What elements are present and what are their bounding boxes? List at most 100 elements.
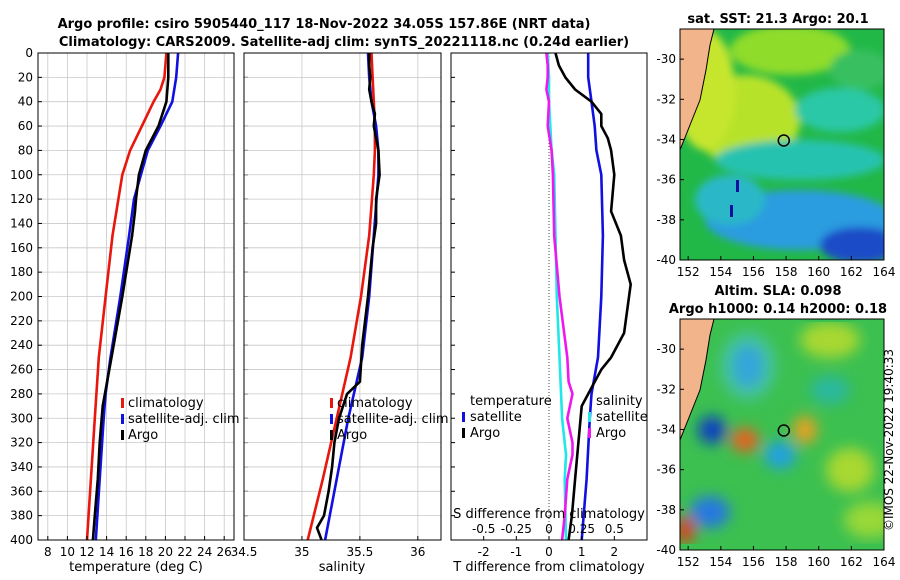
depth-tick-label: 220 [10, 314, 33, 328]
sst-lat-tick-labels: -30 -32 -34 -36 -38 -40 [656, 52, 684, 267]
x-tick-label: 35 [294, 545, 309, 559]
sst-cool-patch [715, 140, 884, 180]
t-argo-line [554, 52, 633, 541]
t-satellite-line [580, 53, 605, 541]
argo-line [315, 53, 381, 541]
sla-high-eddy [680, 516, 695, 544]
s-diff-tick-label: 0.25 [568, 522, 595, 536]
legend-satellite-swatch [330, 414, 333, 424]
sst-mid-patch [830, 50, 884, 90]
depth-tick-label: 160 [10, 241, 33, 255]
legend-salinity-title: salinity [596, 394, 643, 409]
salinity-xlabel: salinity [319, 560, 366, 575]
s-diff-tick-label: 0.5 [605, 522, 624, 536]
s-satellite-line [546, 52, 568, 541]
salinity-panel: 34.5 35 35.5 36 salinity climatology satell… [231, 52, 449, 575]
lon-tick-label: 152 [677, 265, 700, 279]
legend-t-argo-label: Argo [470, 426, 500, 441]
legend-s-satellite-label: satellite [596, 410, 648, 425]
x-tick-label: 20 [158, 545, 173, 559]
sla-map-frame [679, 318, 885, 551]
s-diff-tick-label: -0.5 [472, 522, 495, 536]
imos-watermark: ©IMOS 22-Nov-2022 19:40:33 [882, 349, 896, 531]
depth-tick-label: 360 [10, 484, 33, 498]
s-argo-line [545, 52, 574, 541]
lon-tick-label: 156 [742, 555, 765, 569]
s-diff-tick-label: 0 [545, 522, 553, 536]
lon-tick-label: 164 [873, 265, 896, 279]
x-tick-label: -2 [478, 545, 490, 559]
argo-float-marker [777, 134, 791, 147]
lon-tick-label: 162 [840, 265, 863, 279]
sla-lat-tick-labels: -30 -32 -34 -36 -38 -40 [656, 342, 684, 557]
figure-title-line1: Argo profile: csiro 5905440_117 18-Nov-2… [58, 17, 591, 32]
t-difference-tick-labels: -2 -1 0 1 2 [478, 536, 618, 559]
legend-argo-label: Argo [128, 428, 158, 443]
depth-tick-label: 340 [10, 460, 33, 474]
s-difference-xlabel: S difference from climatology [453, 507, 645, 522]
lat-tick-label: -36 [656, 173, 676, 187]
x-tick-label: 36 [410, 545, 425, 559]
difference-panel: -2 -1 0 1 2 -0.5 -0.25 0 0.25 0.5 S difference f… [450, 52, 648, 575]
x-tick-label: 22 [177, 545, 192, 559]
figure-title-line2: Climatology: CARS2009. Satellite-adj cli… [59, 35, 629, 50]
coastline-land [680, 29, 715, 151]
sla-low-eddy [690, 496, 730, 528]
depth-tick-label: 200 [10, 290, 33, 304]
sst-field [680, 29, 884, 260]
legend-climatology-label: climatology [128, 396, 204, 411]
salinity-tick-labels: 34.5 35 35.5 36 [231, 536, 425, 559]
lon-tick-label: 162 [840, 555, 863, 569]
x-tick-label: 26 [217, 545, 232, 559]
x-tick-label: 14 [99, 545, 114, 559]
x-tick-label: 34.5 [231, 545, 258, 559]
temperature-gridlines [38, 53, 234, 540]
sla-high-eddy [731, 428, 759, 452]
legend-satellite-swatch [121, 414, 124, 424]
x-tick-label: 10 [60, 545, 75, 559]
x-tick-label: 35.5 [347, 545, 374, 559]
depth-tick-label: 380 [10, 509, 33, 523]
sla-map-panel: Altim. SLA: 0.098 Argo h1000: 0.14 h2000… [656, 284, 895, 569]
depth-tick-labels: 0 20 40 60 80 100 120 140 160 180 200 220 240 260 280 3… [10, 46, 455, 547]
legend-s-argo-swatch [588, 428, 591, 438]
s-diff-tick-label: -0.25 [501, 522, 532, 536]
salinity-legend: climatology satellite-adj. clim Argo [330, 396, 449, 443]
t-difference-xlabel: T difference from climatology [452, 560, 645, 575]
sla-field [680, 319, 884, 550]
legend-argo-swatch [330, 430, 333, 440]
x-tick-label: 2 [611, 545, 619, 559]
sla-mid-patch [844, 502, 884, 538]
difference-series [545, 52, 633, 541]
x-tick-label: 18 [138, 545, 153, 559]
x-tick-label: 16 [119, 545, 134, 559]
x-tick-label: 0 [545, 545, 553, 559]
lon-tick-label: 158 [775, 555, 798, 569]
depth-tick-label: 100 [10, 168, 33, 182]
legend-s-satellite-swatch [588, 412, 591, 422]
legend-argo-swatch [121, 430, 124, 440]
depth-tick-label: 140 [10, 216, 33, 230]
difference-legend-temperature: temperature satellite Argo [462, 394, 552, 441]
legend-t-argo-swatch [462, 428, 465, 438]
depth-tick-label: 400 [10, 533, 33, 547]
coastline-land [680, 319, 715, 441]
sst-map-frame [679, 28, 885, 261]
sst-cool-patch [795, 88, 884, 132]
lon-tick-label: 156 [742, 265, 765, 279]
x-tick-label: 12 [79, 545, 94, 559]
lat-tick-label: -30 [656, 52, 676, 66]
lat-tick-label: -34 [656, 132, 676, 146]
climatology-line [306, 52, 377, 541]
lat-tick-label: -38 [656, 213, 676, 227]
legend-climatology-swatch [121, 398, 124, 408]
lat-tick-label: -40 [656, 253, 676, 267]
lon-tick-label: 152 [677, 555, 700, 569]
lat-tick-label: -34 [656, 422, 676, 436]
x-tick-label: 8 [44, 545, 52, 559]
lon-tick-label: 154 [709, 265, 732, 279]
legend-argo-label: Argo [337, 428, 367, 443]
x-tick-label: -1 [510, 545, 522, 559]
satellite-adj-clim-line [94, 52, 180, 541]
